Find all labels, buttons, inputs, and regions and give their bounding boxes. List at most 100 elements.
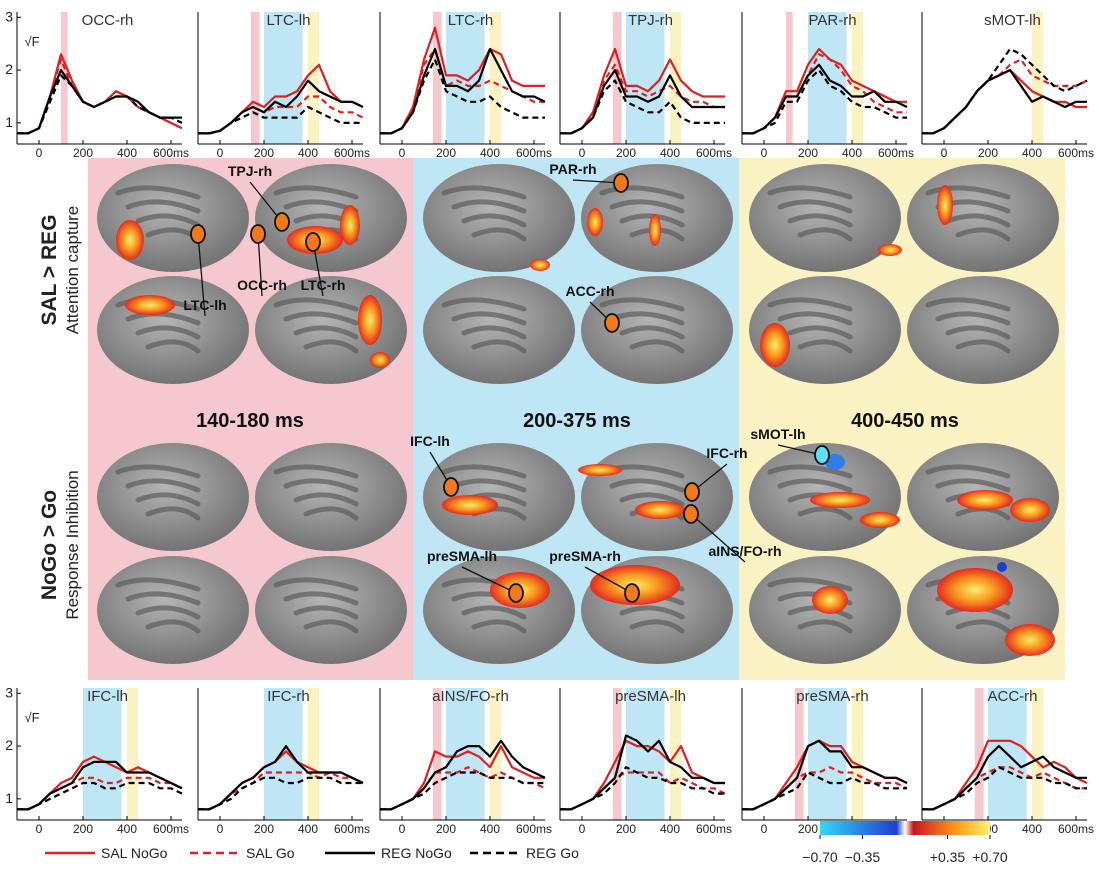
activation-blob — [358, 295, 382, 345]
x-tick-label: 400 — [117, 822, 137, 836]
region-marker — [275, 213, 289, 231]
x-tick-label: 0 — [761, 146, 768, 160]
x-tick-label: 200 — [436, 146, 456, 160]
activation-blob — [116, 220, 144, 260]
line-chart: 0200400600msaINS/FO-rh — [380, 688, 552, 836]
activation-blob — [878, 244, 902, 256]
legend-label: SAL Go — [246, 845, 295, 861]
contrast-description: Attention capture — [63, 206, 82, 335]
x-tick-label: 400 — [480, 146, 500, 160]
y-tick-label: 3 — [5, 8, 13, 24]
region-label: IFC-lh — [410, 433, 450, 449]
time-window — [308, 688, 319, 820]
region-label: aINS/FO-rh — [708, 543, 781, 559]
y-tick-label: 2 — [5, 737, 13, 753]
series-line — [922, 49, 1087, 133]
colorbar-gradient — [820, 821, 990, 835]
activation-blob — [578, 464, 622, 476]
chart-title: PAR-rh — [808, 12, 856, 29]
activation-blob — [530, 259, 550, 271]
x-tick-label: 0 — [761, 822, 768, 836]
x-tick-label: 600ms — [1058, 146, 1094, 160]
activation-blob — [812, 586, 848, 614]
region-marker — [605, 314, 619, 332]
region-label: preSMA-lh — [427, 548, 497, 564]
x-tick-label: 200 — [616, 822, 636, 836]
x-tick-label: 400 — [1022, 146, 1042, 160]
activation-blob — [125, 295, 175, 315]
x-tick-label: 200 — [254, 146, 274, 160]
y-tick-label: 1 — [5, 114, 13, 130]
colorbar: −0.70−0.35+0.35+0.70 — [802, 821, 1008, 865]
page: {"legend":[{"name":"SAL NoGo","color":"#… — [0, 0, 1099, 870]
series-line — [17, 75, 182, 133]
x-tick-label: 600ms — [878, 146, 914, 160]
x-tick-label: 0 — [399, 822, 406, 836]
activation-blob — [997, 562, 1007, 572]
region-label: ACC-rh — [566, 283, 615, 299]
x-tick-label: 200 — [616, 146, 636, 160]
chart-title: sMOT-lh — [984, 12, 1041, 29]
activation-blob — [340, 205, 360, 245]
region-marker — [509, 584, 523, 602]
chart-title: ACC-rh — [987, 688, 1037, 705]
time-window — [786, 12, 793, 144]
contrast-label: NoGo > Go — [38, 490, 61, 600]
chart-title: OCC-rh — [82, 12, 134, 29]
activation-blob — [957, 490, 1013, 510]
time-window — [852, 12, 863, 144]
x-tick-label: 400 — [660, 146, 680, 160]
legend-label: REG NoGo — [381, 845, 452, 861]
line-chart: 0200400600msLTC-lh — [198, 12, 370, 160]
time-window — [264, 12, 303, 144]
colorbar-tick-label: −0.70 — [802, 849, 838, 865]
x-tick-label: 400 — [1022, 822, 1042, 836]
region-label: sMOT-lh — [750, 426, 805, 442]
x-tick-label: 200 — [978, 146, 998, 160]
x-tick-label: 600ms — [153, 822, 189, 836]
x-tick-label: 200 — [798, 822, 818, 836]
region-marker — [191, 225, 205, 243]
x-tick-label: 600ms — [516, 146, 552, 160]
time-window — [251, 12, 260, 144]
line-chart: 0200400600mspreSMA-rh — [742, 688, 914, 836]
series-line — [17, 70, 182, 133]
x-tick-label: 200 — [798, 146, 818, 160]
time-window — [308, 12, 319, 144]
activation-blob — [370, 352, 390, 368]
region-marker — [815, 446, 829, 464]
region-label: preSMA-rh — [549, 548, 621, 564]
chart-title: TPJ-rh — [628, 12, 673, 29]
line-chart: 0200400600msACC-rh — [922, 688, 1094, 836]
x-tick-label: 0 — [579, 146, 586, 160]
colorbar-tick-label: −0.35 — [845, 849, 881, 865]
time-window — [446, 12, 485, 144]
legend: SAL NoGoSAL GoREG NoGoREG Go — [45, 845, 579, 861]
activation-blob — [860, 512, 900, 528]
legend-label: SAL NoGo — [101, 845, 168, 861]
x-tick-label: 600ms — [696, 146, 732, 160]
region-marker — [684, 505, 698, 523]
region-label: LTC-lh — [183, 297, 226, 313]
line-chart: 0200400600ms123√FIFC-lh — [5, 684, 189, 836]
activation-blob — [442, 495, 498, 515]
line-chart: 0 200 400 600ms TPJ-rh — [560, 12, 732, 160]
x-tick-label: 400 — [842, 146, 862, 160]
region-label: PAR-rh — [549, 161, 596, 177]
series-line — [922, 70, 1087, 133]
x-tick-label: 600ms — [516, 822, 552, 836]
x-tick-label: 0 — [579, 822, 586, 836]
x-tick-label: 400 — [298, 146, 318, 160]
window-label: 140-180 ms — [196, 410, 304, 432]
y-tick-label: 2 — [5, 61, 13, 77]
line-chart: 0200400600mssMOT-lh — [922, 12, 1094, 160]
x-tick-label: 400 — [117, 146, 137, 160]
chart-title: IFC-lh — [87, 688, 128, 705]
x-tick-label: 200 — [73, 146, 93, 160]
x-tick-label: 600ms — [334, 146, 370, 160]
chart-title: IFC-rh — [267, 688, 310, 705]
x-tick-label: 600ms — [334, 822, 370, 836]
window-label: 200-375 ms — [523, 410, 631, 432]
